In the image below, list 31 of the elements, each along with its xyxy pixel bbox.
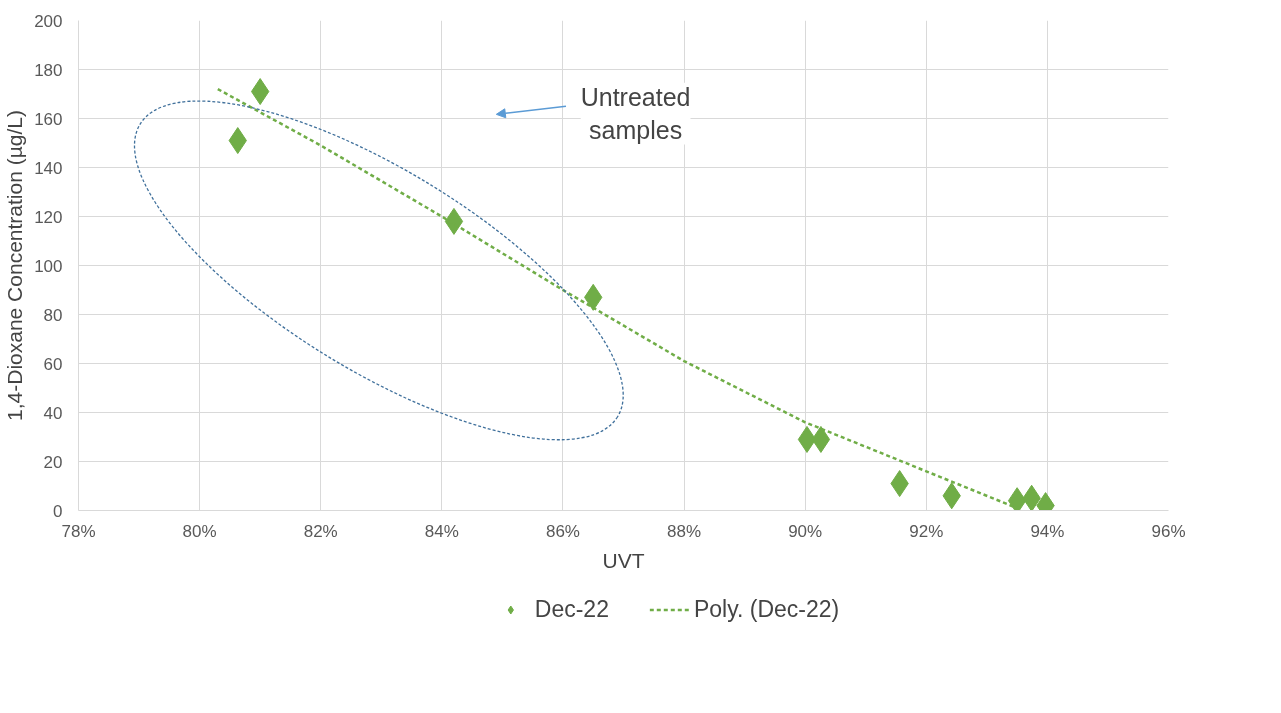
y-tick-label: 160 bbox=[34, 109, 63, 129]
y-tick-label: 80 bbox=[43, 305, 63, 325]
legend-label: Poly. (Dec-22) bbox=[693, 595, 840, 623]
y-tick-label: 200 bbox=[34, 11, 63, 31]
x-tick-label: 94% bbox=[1030, 521, 1065, 541]
x-tick-label: 80% bbox=[182, 521, 217, 541]
x-tick-label: 82% bbox=[303, 521, 338, 541]
point bbox=[1007, 487, 1027, 511]
y-tick-label: 40 bbox=[43, 403, 63, 423]
point bbox=[444, 207, 464, 235]
x-tick-label: 88% bbox=[667, 521, 702, 541]
annotation: Untreated samples bbox=[580, 82, 691, 145]
point bbox=[1022, 484, 1041, 511]
x-tick-label: 84% bbox=[424, 521, 459, 541]
x-axis-title: UVT bbox=[602, 548, 645, 572]
y-tick-label: 120 bbox=[34, 207, 63, 227]
legend-label: Dec-22 bbox=[534, 595, 609, 623]
y-tick-label: 0 bbox=[53, 501, 63, 521]
y-axis-title: 1,4-Dioxane Concentration (µg/L) bbox=[3, 110, 27, 421]
y-tick-label: 140 bbox=[34, 158, 63, 178]
point bbox=[811, 425, 831, 453]
y-tick-label: 20 bbox=[43, 452, 63, 472]
x-tick-label: 86% bbox=[545, 521, 580, 541]
x-tick-label: 96% bbox=[1151, 521, 1186, 541]
x-tick-label: 90% bbox=[788, 521, 823, 541]
y-tick-label: 180 bbox=[34, 60, 63, 80]
point bbox=[797, 425, 817, 453]
x-tick-label: 78% bbox=[61, 521, 96, 541]
y-tick-label: 60 bbox=[43, 354, 63, 374]
x-tick-label: 92% bbox=[909, 521, 944, 541]
y-tick-label: 100 bbox=[34, 256, 63, 276]
